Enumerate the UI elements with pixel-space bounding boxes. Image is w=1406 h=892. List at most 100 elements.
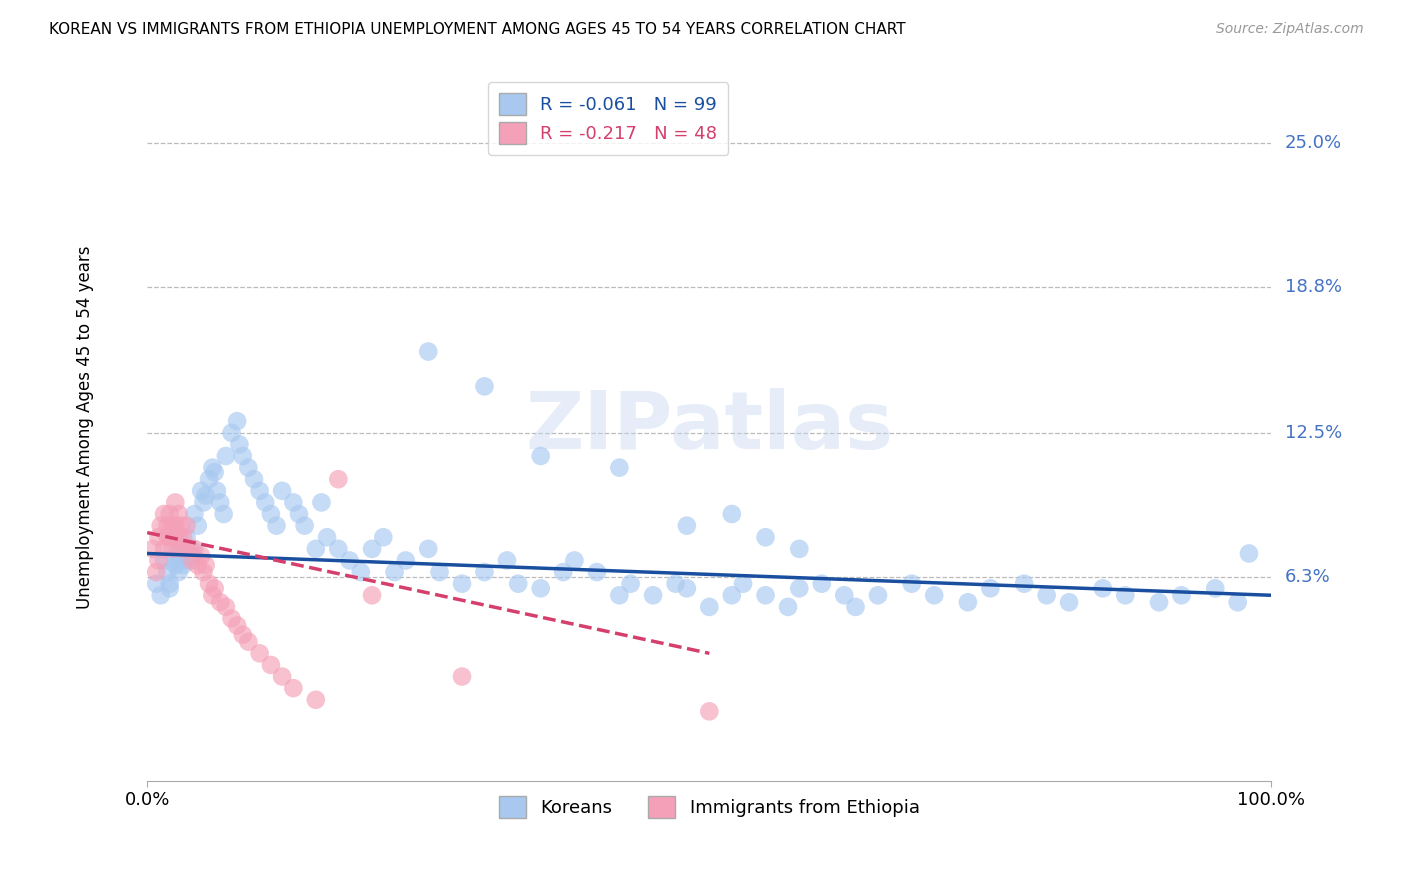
Point	[496, 553, 519, 567]
Point	[167, 530, 190, 544]
Point	[190, 549, 212, 563]
Point	[316, 530, 339, 544]
Point	[1012, 576, 1035, 591]
Point	[209, 595, 232, 609]
Point	[204, 582, 226, 596]
Point	[238, 460, 260, 475]
Point	[418, 344, 440, 359]
Text: Unemployment Among Ages 45 to 54 years: Unemployment Among Ages 45 to 54 years	[76, 245, 94, 608]
Text: 25.0%: 25.0%	[1285, 134, 1343, 152]
Point	[232, 628, 254, 642]
Point	[167, 507, 190, 521]
Point	[156, 565, 179, 579]
Point	[187, 518, 209, 533]
Point	[1237, 547, 1260, 561]
Point	[190, 483, 212, 498]
Point	[328, 541, 350, 556]
Point	[451, 669, 474, 683]
Point	[201, 588, 224, 602]
Point	[451, 576, 474, 591]
Point	[179, 553, 201, 567]
Point	[305, 541, 328, 556]
Point	[181, 541, 204, 556]
Point	[731, 576, 754, 591]
Point	[179, 541, 201, 556]
Point	[676, 518, 699, 533]
Point	[181, 553, 204, 567]
Point	[193, 565, 215, 579]
Point	[149, 588, 172, 602]
Point	[156, 530, 179, 544]
Point	[508, 576, 530, 591]
Point	[187, 558, 209, 573]
Point	[474, 565, 496, 579]
Point	[159, 507, 181, 521]
Legend: Koreans, Immigrants from Ethiopia: Koreans, Immigrants from Ethiopia	[492, 789, 927, 825]
Point	[172, 558, 194, 573]
Point	[160, 518, 183, 533]
Point	[699, 704, 721, 718]
Point	[900, 576, 922, 591]
Point	[170, 541, 193, 556]
Point	[530, 582, 553, 596]
Point	[165, 518, 187, 533]
Point	[283, 495, 305, 509]
Point	[283, 681, 305, 695]
Point	[288, 507, 311, 521]
Point	[553, 565, 575, 579]
Point	[156, 518, 179, 533]
Point	[271, 483, 294, 498]
Point	[922, 588, 945, 602]
Point	[149, 518, 172, 533]
Point	[260, 657, 283, 672]
Point	[238, 634, 260, 648]
Point	[1035, 588, 1057, 602]
Point	[232, 449, 254, 463]
Point	[1147, 595, 1170, 609]
Point	[212, 507, 235, 521]
Point	[176, 530, 198, 544]
Text: 18.8%: 18.8%	[1285, 277, 1341, 295]
Point	[198, 472, 221, 486]
Point	[181, 549, 204, 563]
Point	[787, 582, 810, 596]
Point	[170, 518, 193, 533]
Point	[145, 576, 167, 591]
Point	[205, 483, 228, 498]
Point	[1057, 595, 1080, 609]
Point	[249, 646, 271, 660]
Point	[148, 530, 170, 544]
Text: 6.3%: 6.3%	[1285, 567, 1330, 586]
Point	[956, 595, 979, 609]
Point	[160, 541, 183, 556]
Point	[209, 495, 232, 509]
Point	[361, 588, 384, 602]
Point	[699, 599, 721, 614]
Point	[170, 541, 193, 556]
Point	[215, 599, 238, 614]
Point	[676, 582, 699, 596]
Point	[266, 518, 288, 533]
Point	[165, 549, 187, 563]
Point	[183, 541, 205, 556]
Point	[810, 576, 832, 591]
Text: KOREAN VS IMMIGRANTS FROM ETHIOPIA UNEMPLOYMENT AMONG AGES 45 TO 54 YEARS CORREL: KOREAN VS IMMIGRANTS FROM ETHIOPIA UNEMP…	[49, 22, 905, 37]
Point	[153, 553, 176, 567]
Point	[221, 425, 243, 440]
Point	[418, 541, 440, 556]
Point	[395, 553, 418, 567]
Point	[226, 414, 249, 428]
Point	[474, 379, 496, 393]
Point	[720, 507, 742, 521]
Point	[1170, 588, 1192, 602]
Point	[176, 518, 198, 533]
Point	[198, 576, 221, 591]
Point	[866, 588, 889, 602]
Point	[361, 541, 384, 556]
Point	[204, 465, 226, 479]
Point	[260, 507, 283, 521]
Point	[754, 588, 776, 602]
Point	[254, 495, 277, 509]
Point	[271, 669, 294, 683]
Point	[384, 565, 406, 579]
